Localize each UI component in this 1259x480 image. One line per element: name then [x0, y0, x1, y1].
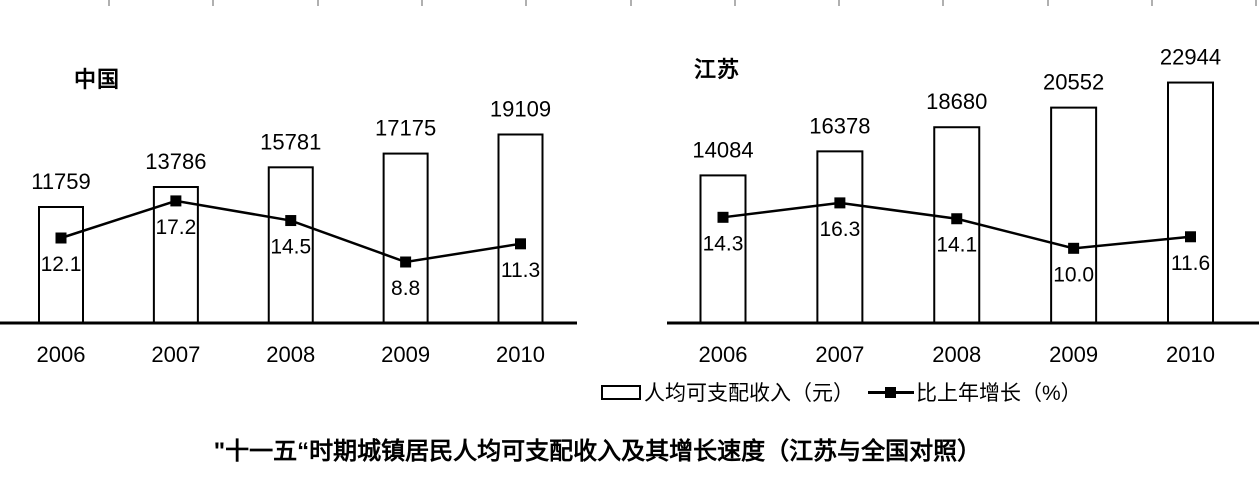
year-label-2009: 2009	[1049, 342, 1098, 367]
bar-value-label: 13786	[145, 149, 206, 174]
growth-marker-2008	[285, 215, 297, 227]
top-tick-mark	[629, 0, 632, 6]
top-edge-ticks	[0, 0, 1259, 8]
year-label-2010: 2010	[1166, 342, 1215, 367]
growth-marker-2009	[1068, 242, 1080, 254]
year-label-2010: 2010	[496, 342, 545, 367]
growth-value-label: 12.1	[41, 253, 82, 276]
growth-value-label: 17.2	[155, 216, 196, 239]
income-bar-2007	[816, 150, 864, 324]
bar-value-label: 22944	[1160, 45, 1221, 70]
year-label-2009: 2009	[381, 342, 430, 367]
bar-value-label: 15781	[260, 129, 321, 154]
legend-bar-swatch-icon	[601, 384, 641, 400]
top-tick-mark	[1255, 0, 1258, 6]
bar-value-label: 16378	[809, 113, 870, 138]
income-bar-2010	[1167, 81, 1214, 325]
growth-marker-2007	[834, 197, 846, 209]
growth-value-label: 14.1	[936, 234, 977, 257]
bar-value-label: 19109	[490, 96, 551, 121]
income-bar-2007	[152, 186, 199, 324]
bar-value-label: 17175	[375, 116, 436, 141]
top-tick-mark	[1046, 0, 1049, 6]
chart-title-jiangsu: 江苏	[694, 57, 741, 82]
growth-value-label: 14.5	[270, 236, 311, 259]
legend: 人均可支配收入（元） 比上年增长（%）	[601, 377, 1082, 407]
bar-value-label: 20552	[1043, 70, 1104, 95]
year-label-2008: 2008	[266, 342, 315, 367]
growth-marker-2006	[717, 211, 729, 223]
top-tick-mark	[1151, 0, 1153, 6]
growth-marker-2006	[55, 232, 67, 244]
bar-value-label: 14084	[692, 137, 753, 162]
bar-value-label: 11759	[31, 169, 91, 194]
year-label-2006: 2006	[37, 342, 86, 367]
growth-marker-2009	[400, 256, 412, 268]
top-tick-mark	[942, 0, 945, 6]
year-label-2006: 2006	[699, 342, 748, 367]
chart-title-china: 中国	[74, 67, 121, 92]
year-label-2007: 2007	[815, 342, 864, 367]
top-tick-mark	[316, 0, 319, 6]
growth-value-label: 8.8	[391, 277, 420, 300]
income-bar-2008	[933, 126, 981, 324]
top-tick-mark	[733, 0, 736, 6]
growth-value-label: 11.3	[501, 259, 540, 282]
growth-marker-2010	[1185, 231, 1196, 243]
legend-line-marker-icon	[885, 386, 896, 398]
top-tick-mark	[525, 0, 528, 6]
figure-title: "十一五“时期城镇居民人均可支配收入及其增长速度（江苏与全国对照）	[213, 438, 982, 465]
income-bar-2006	[38, 206, 84, 324]
legend-bar-label: 人均可支配收入（元）	[644, 382, 854, 405]
growth-value-label: 11.6	[1171, 252, 1210, 275]
year-label-2007: 2007	[151, 342, 200, 367]
top-tick-mark	[838, 0, 841, 6]
top-tick-mark	[108, 0, 110, 6]
income-bar-2009	[1050, 106, 1098, 324]
growth-marker-2010	[515, 238, 526, 250]
growth-value-label: 16.3	[819, 218, 860, 241]
growth-value-label: 10.0	[1053, 263, 1094, 286]
income-bar-2010	[497, 133, 544, 324]
income-bar-2009	[382, 152, 429, 324]
year-label-2008: 2008	[932, 342, 981, 367]
growth-marker-2007	[170, 195, 182, 207]
growth-marker-2008	[951, 213, 963, 225]
legend-line-swatch-icon	[868, 386, 914, 399]
top-tick-mark	[420, 0, 423, 6]
growth-value-label: 14.3	[703, 232, 744, 255]
top-tick-mark	[212, 0, 215, 6]
bar-value-label: 18680	[926, 89, 987, 114]
legend-line-label: 比上年增长（%）	[916, 382, 1082, 405]
